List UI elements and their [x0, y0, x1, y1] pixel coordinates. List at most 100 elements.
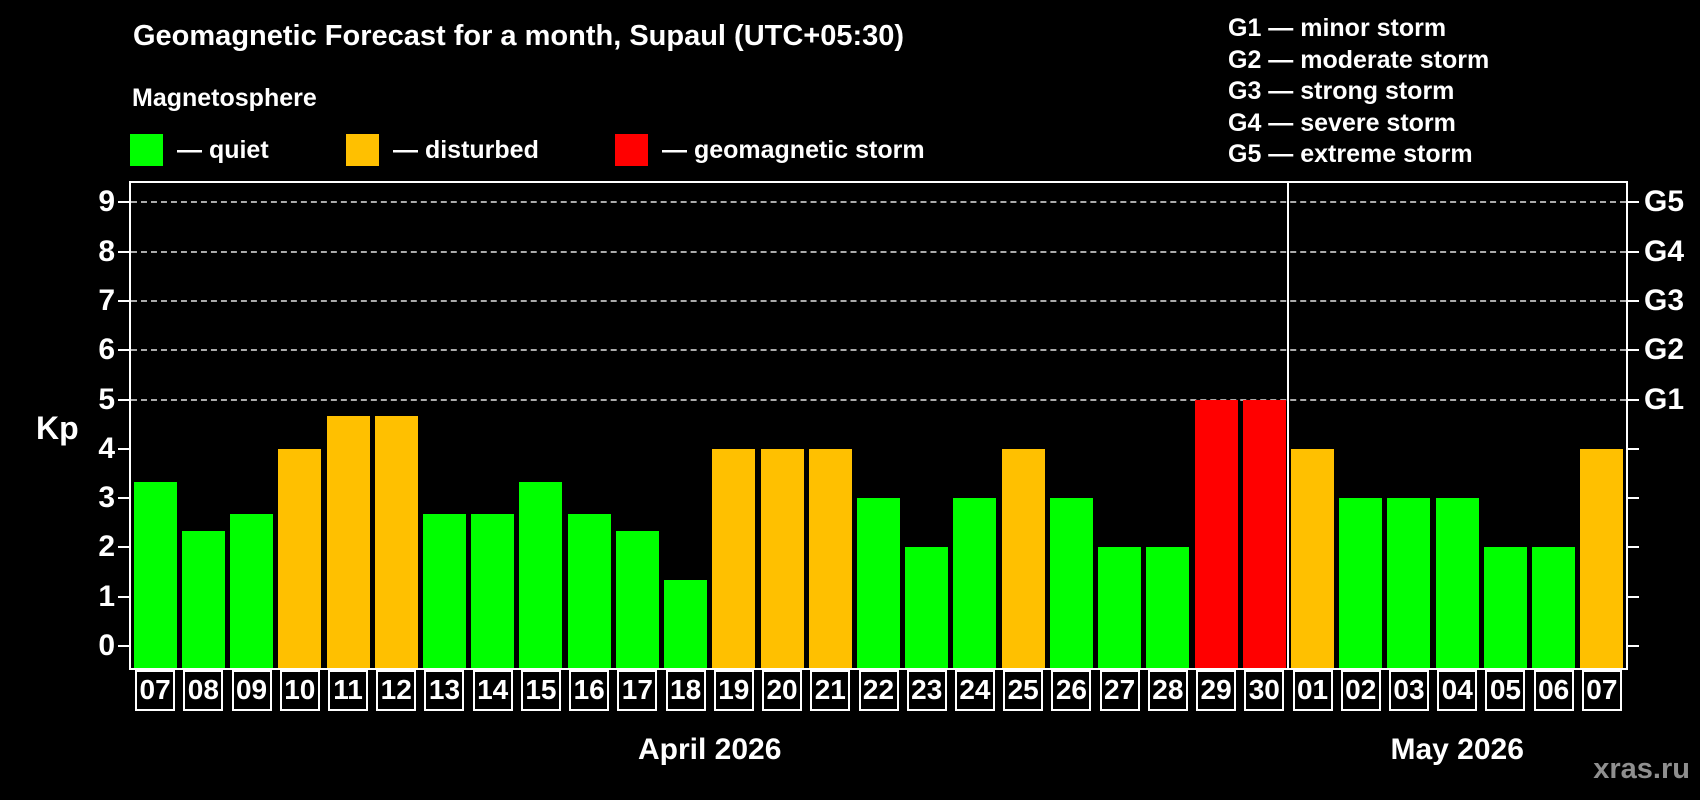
date-label: 20 — [762, 670, 803, 711]
disturbed-color-swatch — [346, 134, 379, 166]
y-tick-right — [1628, 645, 1639, 647]
chart-title: Geomagnetic Forecast for a month, Supaul… — [133, 20, 905, 52]
date-label: 21 — [810, 670, 851, 711]
y-tick-right — [1628, 595, 1639, 598]
date-label: 12 — [376, 670, 417, 711]
quiet-color-swatch — [130, 134, 163, 166]
storm-color-swatch — [615, 134, 648, 166]
kp-bar — [422, 514, 466, 668]
g-scale-label: G1 — [1644, 382, 1685, 416]
kp-bar — [278, 448, 322, 668]
y-tick-label: 2 — [98, 530, 115, 564]
date-label: 26 — [1051, 670, 1092, 711]
kp-bar — [664, 580, 708, 668]
date-label: 02 — [1340, 670, 1381, 711]
date-label: 13 — [424, 670, 465, 711]
g-legend-item: G3 — strong storm — [1228, 77, 1455, 105]
g-scale-label: G3 — [1644, 283, 1685, 317]
y-tick-right — [1628, 250, 1639, 253]
g-scale-label: G5 — [1644, 185, 1685, 219]
y-tick-label: 7 — [98, 283, 115, 317]
y-tick-label: 0 — [98, 629, 115, 662]
kp-bar — [1049, 498, 1093, 668]
y-tick-right — [1628, 349, 1639, 352]
kp-gridline — [131, 201, 1626, 204]
kp-bar — [808, 448, 852, 668]
kp-gridline — [131, 299, 1626, 302]
kp-gridline — [131, 398, 1626, 401]
date-label: 03 — [1388, 670, 1429, 711]
y-tick-right — [1628, 497, 1639, 500]
y-tick-left — [118, 595, 129, 598]
date-label: 29 — [1196, 670, 1237, 711]
date-label: 24 — [954, 670, 995, 711]
legend-item-storm: — geomagnetic storm — [615, 133, 925, 167]
g-scale-legend: G1 — minor storm G2 — moderate storm G3 … — [1228, 13, 1489, 171]
date-label: 28 — [1147, 670, 1188, 711]
date-label: 09 — [231, 670, 272, 711]
date-label: 01 — [1292, 670, 1333, 711]
date-label: 06 — [1533, 670, 1574, 711]
y-tick-left — [118, 398, 129, 401]
kp-bar — [1580, 448, 1624, 668]
date-label: 27 — [1099, 670, 1140, 711]
kp-bar — [1146, 547, 1190, 668]
date-label: 15 — [520, 670, 561, 711]
g-legend-item: G5 — extreme storm — [1228, 140, 1473, 168]
date-label: 17 — [617, 670, 658, 711]
y-tick-label: 9 — [98, 185, 115, 219]
kp-bar — [374, 415, 418, 668]
date-label: 04 — [1437, 670, 1478, 711]
y-tick-right — [1628, 398, 1639, 401]
kp-bar — [1098, 547, 1142, 668]
month-label: May 2026 — [1390, 733, 1524, 766]
y-tick-right — [1628, 201, 1639, 204]
kp-bar — [712, 448, 756, 668]
y-tick-left — [118, 201, 129, 204]
date-label: 18 — [665, 670, 706, 711]
kp-bar — [760, 448, 804, 668]
watermark: xras.ru — [1593, 753, 1690, 785]
kp-bar — [181, 531, 225, 668]
g-legend-item: G1 — minor storm — [1228, 14, 1447, 42]
g-legend-item: G4 — severe storm — [1228, 108, 1456, 137]
legend-item-quiet: — quiet — [130, 133, 269, 167]
date-label: 07 — [135, 670, 176, 711]
kp-bar — [471, 514, 515, 668]
y-tick-label: 8 — [98, 234, 115, 268]
date-label: 23 — [906, 670, 947, 711]
y-tick-left — [118, 299, 129, 302]
legend-item-label: — quiet — [177, 135, 269, 164]
kp-bar — [857, 498, 900, 668]
kp-bar — [953, 498, 997, 668]
date-label: 30 — [1244, 670, 1285, 711]
kp-bar — [1242, 399, 1286, 668]
date-label: 07 — [1581, 670, 1622, 711]
kp-bar — [326, 415, 370, 668]
kp-bar — [905, 547, 949, 668]
kp-bar — [1387, 498, 1431, 668]
kp-bar — [615, 531, 659, 668]
legend-item-label: — geomagnetic storm — [662, 135, 925, 164]
y-tick-right — [1628, 447, 1639, 450]
y-tick-label: 6 — [98, 333, 115, 367]
date-label: 16 — [569, 670, 610, 711]
kp-gridline — [131, 349, 1626, 352]
y-tick-left — [118, 349, 129, 352]
date-label: 14 — [472, 670, 513, 711]
date-label: 22 — [858, 670, 899, 711]
kp-bar — [1532, 547, 1576, 668]
y-tick-label: 4 — [98, 431, 115, 465]
y-tick-label: 5 — [98, 382, 115, 416]
kp-bar — [1435, 498, 1479, 668]
date-label: 05 — [1485, 670, 1526, 711]
kp-bar — [230, 514, 274, 668]
legend-item-label: — disturbed — [393, 135, 539, 164]
date-label: 25 — [1003, 670, 1044, 711]
kp-bar — [1291, 448, 1335, 668]
y-tick-left — [118, 497, 129, 500]
y-tick-right — [1628, 299, 1639, 302]
y-tick-left — [118, 645, 129, 647]
kp-bar — [1001, 448, 1045, 668]
